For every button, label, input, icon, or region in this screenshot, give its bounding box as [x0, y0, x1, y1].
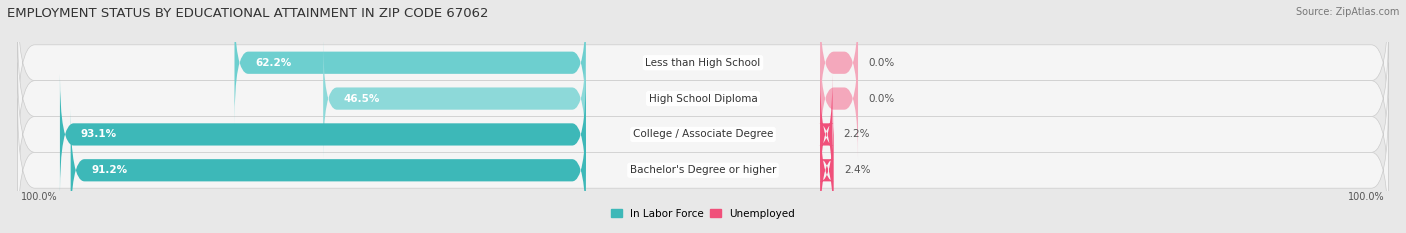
FancyBboxPatch shape — [235, 2, 586, 123]
Text: 62.2%: 62.2% — [254, 58, 291, 68]
FancyBboxPatch shape — [818, 74, 834, 195]
Text: Source: ZipAtlas.com: Source: ZipAtlas.com — [1295, 7, 1399, 17]
Text: High School Diploma: High School Diploma — [648, 94, 758, 104]
Text: 0.0%: 0.0% — [869, 58, 894, 68]
Text: Less than High School: Less than High School — [645, 58, 761, 68]
FancyBboxPatch shape — [17, 63, 1389, 206]
Text: 0.0%: 0.0% — [869, 94, 894, 104]
Text: EMPLOYMENT STATUS BY EDUCATIONAL ATTAINMENT IN ZIP CODE 67062: EMPLOYMENT STATUS BY EDUCATIONAL ATTAINM… — [7, 7, 488, 20]
FancyBboxPatch shape — [820, 38, 858, 159]
Text: 100.0%: 100.0% — [21, 192, 58, 202]
Legend: In Labor Force, Unemployed: In Labor Force, Unemployed — [612, 209, 794, 219]
Text: 93.1%: 93.1% — [80, 129, 117, 139]
FancyBboxPatch shape — [323, 38, 586, 159]
Text: 2.2%: 2.2% — [842, 129, 869, 139]
FancyBboxPatch shape — [17, 99, 1389, 233]
Text: 100.0%: 100.0% — [1348, 192, 1385, 202]
FancyBboxPatch shape — [60, 74, 586, 195]
FancyBboxPatch shape — [17, 27, 1389, 170]
Text: 2.4%: 2.4% — [844, 165, 870, 175]
Text: Bachelor's Degree or higher: Bachelor's Degree or higher — [630, 165, 776, 175]
FancyBboxPatch shape — [70, 110, 586, 231]
Text: 91.2%: 91.2% — [91, 165, 128, 175]
FancyBboxPatch shape — [17, 0, 1389, 134]
Text: 46.5%: 46.5% — [344, 94, 380, 104]
FancyBboxPatch shape — [820, 2, 858, 123]
Text: College / Associate Degree: College / Associate Degree — [633, 129, 773, 139]
FancyBboxPatch shape — [820, 110, 834, 231]
